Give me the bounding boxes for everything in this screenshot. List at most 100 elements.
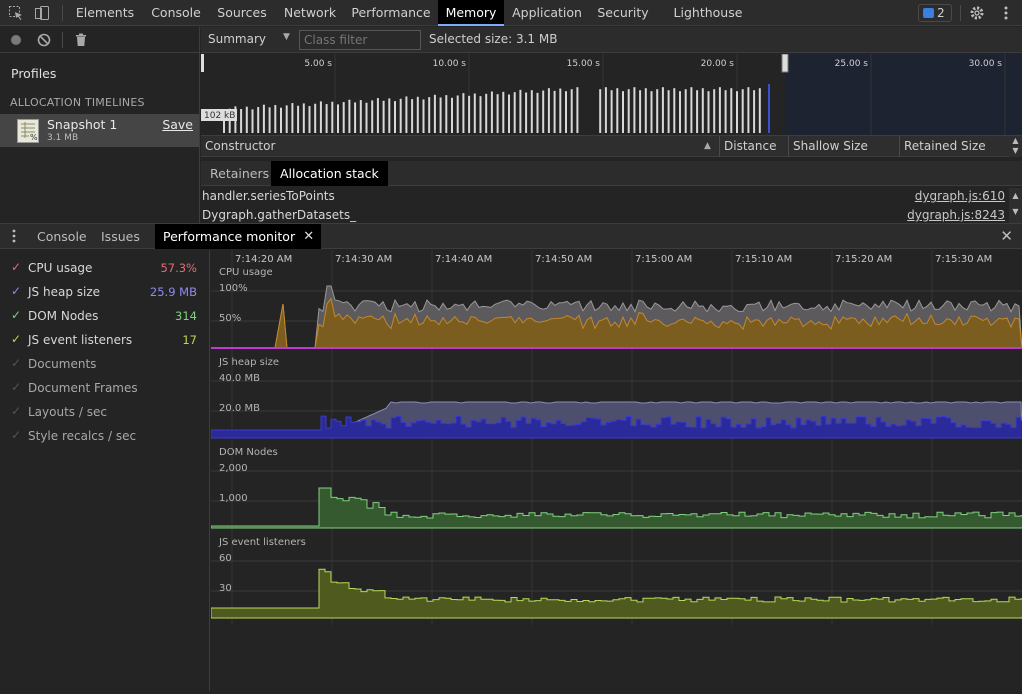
tab-retainers[interactable]: Retainers [210, 166, 270, 181]
column-retained-size[interactable]: Retained Size [904, 139, 986, 153]
sort-ascending-icon[interactable]: ▲ [704, 141, 711, 151]
tab-elements[interactable]: Elements [75, 5, 135, 20]
metric-checkbox-icon[interactable]: ✓ [11, 380, 22, 394]
drawer-tab-performance-monitor[interactable]: Performance monitor ✕ [155, 224, 322, 249]
allocation-timeline[interactable]: 5.00 s 10.00 s 15.00 s 20.00 s 25.00 s 30.00 … [201, 53, 1022, 135]
timeline-allocation-bar [342, 102, 345, 133]
gear-icon[interactable] [968, 4, 986, 22]
trash-icon[interactable] [73, 32, 89, 48]
metric-label: JS event listeners [28, 333, 133, 347]
drawer-tab-label: Performance monitor [163, 229, 296, 244]
devtools-toolbar: Elements Console Sources Network Perform… [0, 0, 1022, 26]
timeline-allocation-bar [513, 92, 516, 133]
metric-checkbox-icon[interactable]: ✓ [11, 404, 22, 418]
save-snapshot-link[interactable]: Save [162, 117, 193, 132]
metric-checkbox-icon[interactable]: ✓ [11, 260, 22, 274]
record-icon[interactable] [8, 32, 24, 48]
timeline-left-handle[interactable] [201, 54, 204, 72]
timeline-allocation-bar [644, 88, 647, 133]
tab-console[interactable]: Console [151, 5, 201, 20]
allocation-timeline-chart[interactable]: 5.00 s 10.00 s 15.00 s 20.00 s 25.00 s 30.00 … [201, 53, 1022, 135]
metric-row[interactable]: ✓ JS heap size 25.9 MB [0, 280, 209, 304]
snapshot-item[interactable]: % Snapshot 1 3.1 MB Save [0, 114, 199, 147]
timeline-allocation-bar [627, 89, 630, 133]
graph-title: JS event listeners [218, 537, 306, 548]
column-distance[interactable]: Distance [724, 139, 777, 153]
tab-network[interactable]: Network [283, 5, 337, 20]
device-toolbar-icon[interactable] [33, 4, 51, 22]
metric-row[interactable]: ✓ DOM Nodes 314 [0, 304, 209, 328]
tab-lighthouse[interactable]: Lighthouse [673, 5, 743, 20]
metric-label: JS heap size [28, 285, 101, 299]
table-scrollbar[interactable]: ▲ ▼ [1009, 136, 1022, 157]
clear-icon[interactable] [36, 32, 52, 48]
issues-badge[interactable]: 2 [918, 4, 952, 22]
performance-monitor-chart: 7:14:20 AM 7:14:30 AM 7:14:40 AM 7:14:50 AM… [210, 250, 1022, 625]
timeline-allocation-bar [439, 97, 442, 133]
metric-row[interactable]: ✓ Style recalcs / sec [0, 424, 209, 448]
timeline-allocation-bar [274, 105, 277, 133]
timeline-allocation-bar [718, 87, 721, 133]
tab-performance[interactable]: Performance [351, 5, 431, 20]
stack-source-link[interactable]: dygraph.js:610 [914, 189, 1005, 203]
stack-source-link[interactable]: dygraph.js:8243 [907, 208, 1005, 222]
close-drawer-icon[interactable]: ✕ [1000, 227, 1013, 245]
tab-security[interactable]: Security [597, 5, 649, 20]
toolbar-divider [62, 5, 63, 21]
column-divider [899, 136, 900, 157]
graph-scale-label: 20.0 MB [219, 403, 260, 414]
metric-row[interactable]: ✓ Layouts / sec [0, 400, 209, 424]
tab-sources[interactable]: Sources [217, 5, 267, 20]
timeline-allocation-bar [314, 103, 317, 133]
metric-checkbox-icon[interactable]: ✓ [11, 308, 22, 322]
timeline-allocation-bar [359, 100, 362, 133]
timeline-unselected-overlay [785, 54, 1022, 135]
timeline-allocation-bar [496, 94, 499, 133]
timeline-allocation-bar [536, 92, 539, 133]
timeline-allocation-bar [553, 90, 556, 133]
metric-row[interactable]: ✓ Documents [0, 352, 209, 376]
stack-scrollbar[interactable]: ▲ ▼ [1009, 188, 1022, 223]
metric-row[interactable]: ✓ JS event listeners 17 [0, 328, 209, 352]
class-filter-input[interactable] [299, 30, 421, 50]
column-constructor[interactable]: Constructor [205, 139, 276, 153]
more-options-icon[interactable] [997, 4, 1015, 22]
selected-size: Selected size: 3.1 MB [429, 32, 558, 46]
timeline-scale-label: 102 kB [204, 111, 235, 121]
timeline-allocation-bar [616, 88, 619, 133]
svg-text:%: % [30, 133, 38, 142]
timeline-allocation-bar [502, 91, 505, 133]
column-shallow-size[interactable]: Shallow Size [793, 139, 868, 153]
tab-allocation-stack[interactable]: Allocation stack [271, 161, 388, 186]
timeline-allocation-bar [525, 92, 528, 133]
drawer-tab-issues[interactable]: Issues [101, 229, 140, 244]
timeline-allocation-bar [639, 90, 642, 133]
drawer-tab-console[interactable]: Console [37, 229, 87, 244]
timeline-allocation-bar [302, 103, 305, 133]
timeline-allocation-bar [690, 87, 693, 133]
timeline-allocation-bar [530, 90, 533, 133]
timeline-allocation-bar [280, 107, 282, 133]
profiles-sidebar: Profiles ALLOCATION TIMELINES % Snapshot… [0, 27, 200, 223]
timeline-allocation-bar [451, 97, 453, 133]
profiles-toolbar [0, 27, 199, 53]
close-tab-icon[interactable]: ✕ [303, 229, 315, 244]
metric-checkbox-icon[interactable]: ✓ [11, 428, 22, 442]
inspect-element-icon[interactable] [7, 4, 25, 22]
tab-application[interactable]: Application [512, 5, 582, 20]
monitor-time-label: 7:14:40 AM [435, 254, 492, 265]
dropdown-arrow-icon[interactable]: ▼ [283, 32, 290, 42]
timeline-right-handle[interactable] [781, 53, 789, 73]
drawer-menu-icon[interactable] [12, 229, 16, 246]
tab-memory[interactable]: Memory [438, 0, 504, 26]
timeline-allocation-bar [445, 95, 448, 133]
timeline-allocation-bar [479, 96, 482, 133]
timeline-allocation-bar [713, 89, 716, 133]
metric-row[interactable]: ✓ CPU usage 57.3% [0, 256, 209, 280]
metric-checkbox-icon[interactable]: ✓ [11, 356, 22, 370]
metric-row[interactable]: ✓ Document Frames [0, 376, 209, 400]
timeline-allocation-bar [371, 100, 374, 133]
metric-checkbox-icon[interactable]: ✓ [11, 332, 22, 346]
metric-checkbox-icon[interactable]: ✓ [11, 284, 22, 298]
view-select[interactable]: Summary [208, 32, 266, 46]
